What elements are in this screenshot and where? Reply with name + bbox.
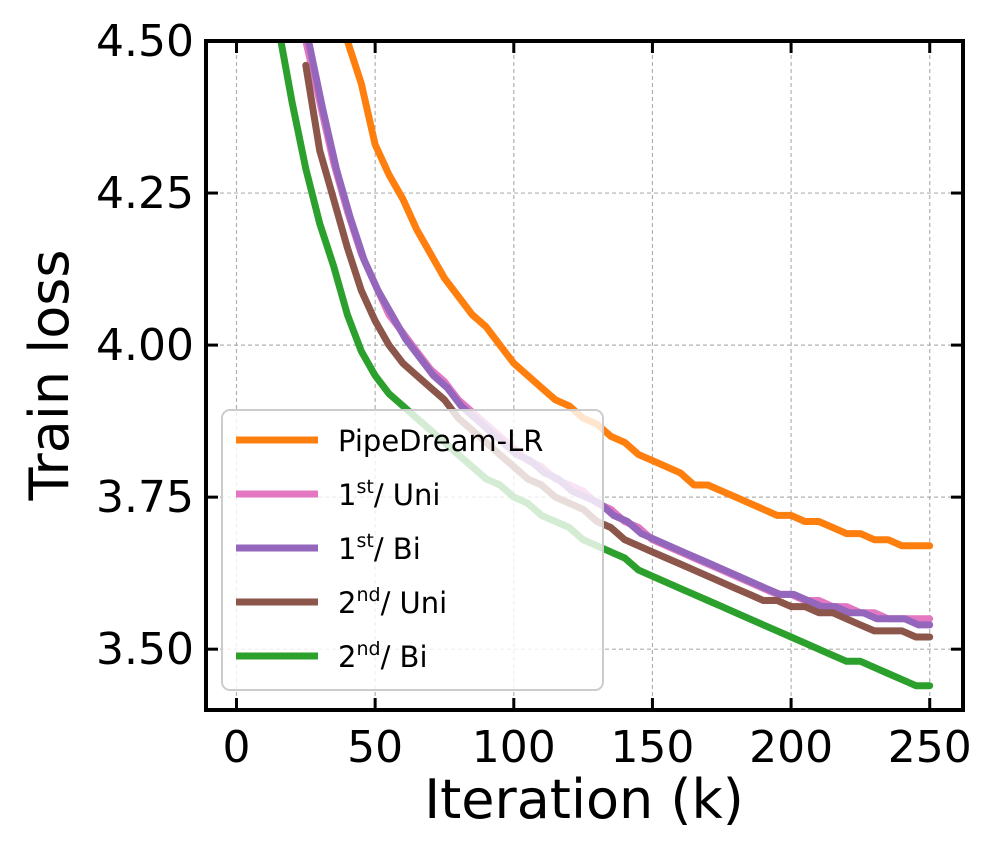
x-axis-title: Iteration (k) — [424, 768, 744, 831]
legend-label: 2nd/ Uni — [338, 584, 447, 620]
y-tick-label: 4.25 — [96, 168, 194, 219]
series-line-2nd-uni — [302, 61, 934, 641]
legend-label: 1st/ Uni — [338, 476, 440, 512]
series-line-pipedream-lr — [343, 41, 934, 550]
plot-frame — [204, 39, 965, 712]
y-tick-label: 3.50 — [96, 624, 194, 675]
y-tick-label: 3.75 — [96, 472, 194, 523]
series-line-1st-bi — [305, 41, 934, 629]
axis-ticks: 0 50 100 150 200 250 3.50 3.75 4.00 4.25 4.50 — [96, 16, 972, 773]
legend: PipeDream-LR 1st/ Uni 1st/ Bi 2nd/ Uni 2nd/ … — [221, 409, 604, 691]
x-tick-label: 100 — [472, 722, 556, 773]
x-tick-label: 150 — [610, 722, 694, 773]
legend-label: PipeDream-LR — [338, 424, 543, 458]
x-tick-label: 0 — [223, 722, 251, 773]
legend-label: 2nd/ Bi — [338, 638, 428, 674]
x-tick-label: 50 — [347, 722, 403, 773]
legend-label: 1st/ Bi — [338, 530, 421, 566]
y-tick-label: 4.50 — [96, 16, 194, 67]
y-tick-label: 4.00 — [96, 320, 194, 371]
y-axis-title: Train loss — [18, 249, 81, 501]
legend-box — [221, 409, 604, 691]
x-tick-label: 250 — [888, 722, 972, 773]
x-tick-label: 200 — [749, 722, 833, 773]
